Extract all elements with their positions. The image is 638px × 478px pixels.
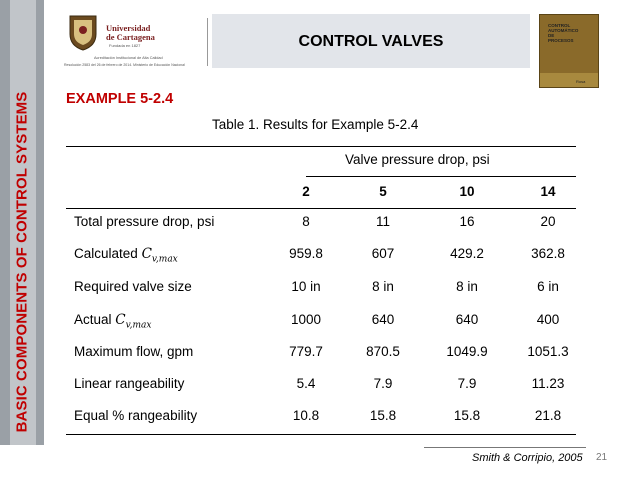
table-cell: 11: [375, 214, 391, 229]
row-label: Total pressure drop, psi: [74, 214, 214, 229]
university-logo: Universidad de Cartagena Fundada en 1827…: [54, 10, 251, 76]
table-top-rule: [66, 146, 576, 147]
table-cell: 870.5: [366, 344, 400, 359]
page-number: 21: [596, 452, 608, 463]
row-label: Maximum flow, gpm: [74, 344, 193, 359]
sidebar-band: [10, 0, 36, 445]
table-cell: 11.23: [531, 376, 565, 391]
column-header: 10: [459, 184, 475, 199]
table-cell: 10 in: [291, 279, 321, 294]
row-label-text: Total pressure drop, psi: [74, 214, 215, 229]
table-cell: 8: [302, 214, 310, 229]
column-header: 5: [379, 184, 387, 199]
row-label-text: Calculated: [74, 246, 138, 261]
row-label-text: Required valve size: [74, 279, 192, 294]
table-cell: 400: [536, 312, 560, 327]
table-cell: 640: [371, 312, 395, 327]
row-label-text: Maximum flow, gpm: [74, 344, 194, 359]
math-symbol: Cv,max: [115, 312, 152, 331]
table-cell: 959.8: [289, 246, 323, 261]
table-cell: 15.8: [369, 408, 397, 423]
table-cell: 429.2: [450, 246, 484, 261]
book-title: CONTROL AUTOMÁTICO DE PROCESOS: [548, 23, 579, 43]
footer-rule: [424, 447, 586, 448]
title-bar: CONTROL VALVES: [212, 14, 530, 68]
column-header: 2: [302, 184, 310, 199]
table-cell: 640: [455, 312, 479, 327]
row-label-text: Equal % rangeability: [74, 408, 198, 423]
table-cell: 1000: [290, 312, 322, 327]
table-bottom-rule: [66, 434, 576, 435]
math-symbol: Cv,max: [141, 246, 178, 265]
example-label: EXAMPLE 5-2.4: [66, 91, 174, 107]
table-cell: 20: [540, 214, 556, 229]
book-author: Rosa: [576, 79, 586, 84]
table-cell: 362.8: [531, 246, 565, 261]
table-cell: 15.8: [453, 408, 481, 423]
source-citation: Smith & Corripio, 2005: [472, 452, 583, 464]
group-header-rule: [306, 176, 576, 177]
header-bottom-rule: [66, 208, 576, 209]
table-cell: 7.9: [457, 376, 477, 391]
row-label: Required valve size: [74, 279, 192, 294]
row-label: Calculated Cv,max: [74, 246, 178, 265]
book-cover-image: CONTROL AUTOMÁTICO DE PROCESOS Rosa: [539, 14, 599, 88]
table-cell: 1049.9: [446, 344, 488, 359]
row-label-text: Actual: [74, 312, 112, 327]
accreditation-text: Acreditación Institucional de Alta Calid…: [94, 56, 163, 60]
table-caption: Table 1. Results for Example 5-2.4: [212, 117, 419, 132]
book-band: [540, 73, 598, 87]
table-cell: 8 in: [372, 279, 394, 294]
table-cell: 779.7: [289, 344, 323, 359]
logo-divider: [207, 18, 208, 66]
university-name: Universidad de Cartagena: [106, 23, 155, 42]
table-cell: 7.9: [373, 376, 393, 391]
table-cell: 5.4: [296, 376, 316, 391]
table-cell: 1051.3: [527, 344, 569, 359]
accreditation-resolution: Resolución 2583 del 26 de febrero de 201…: [64, 63, 185, 67]
page-title: CONTROL VALVES: [298, 33, 444, 50]
shield-icon: [69, 15, 97, 51]
row-label: Equal % rangeability: [74, 408, 197, 423]
table-cell: 6 in: [537, 279, 559, 294]
founded-text: Fundada en 1827: [109, 43, 141, 48]
row-label-text: Linear rangeability: [74, 376, 185, 391]
row-label: Linear rangeability: [74, 376, 184, 391]
sidebar: BASIC COMPONENTS OF CONTROL SYSTEMS: [0, 0, 44, 445]
column-header: 14: [540, 184, 556, 199]
table-cell: 10.8: [292, 408, 320, 423]
table-cell: 607: [371, 246, 395, 261]
table-cell: 21.8: [534, 408, 562, 423]
group-header: Valve pressure drop, psi: [345, 152, 490, 167]
table-cell: 16: [459, 214, 475, 229]
table-cell: 8 in: [456, 279, 478, 294]
row-label: Actual Cv,max: [74, 312, 152, 331]
sidebar-title: BASIC COMPONENTS OF CONTROL SYSTEMS: [13, 91, 31, 433]
